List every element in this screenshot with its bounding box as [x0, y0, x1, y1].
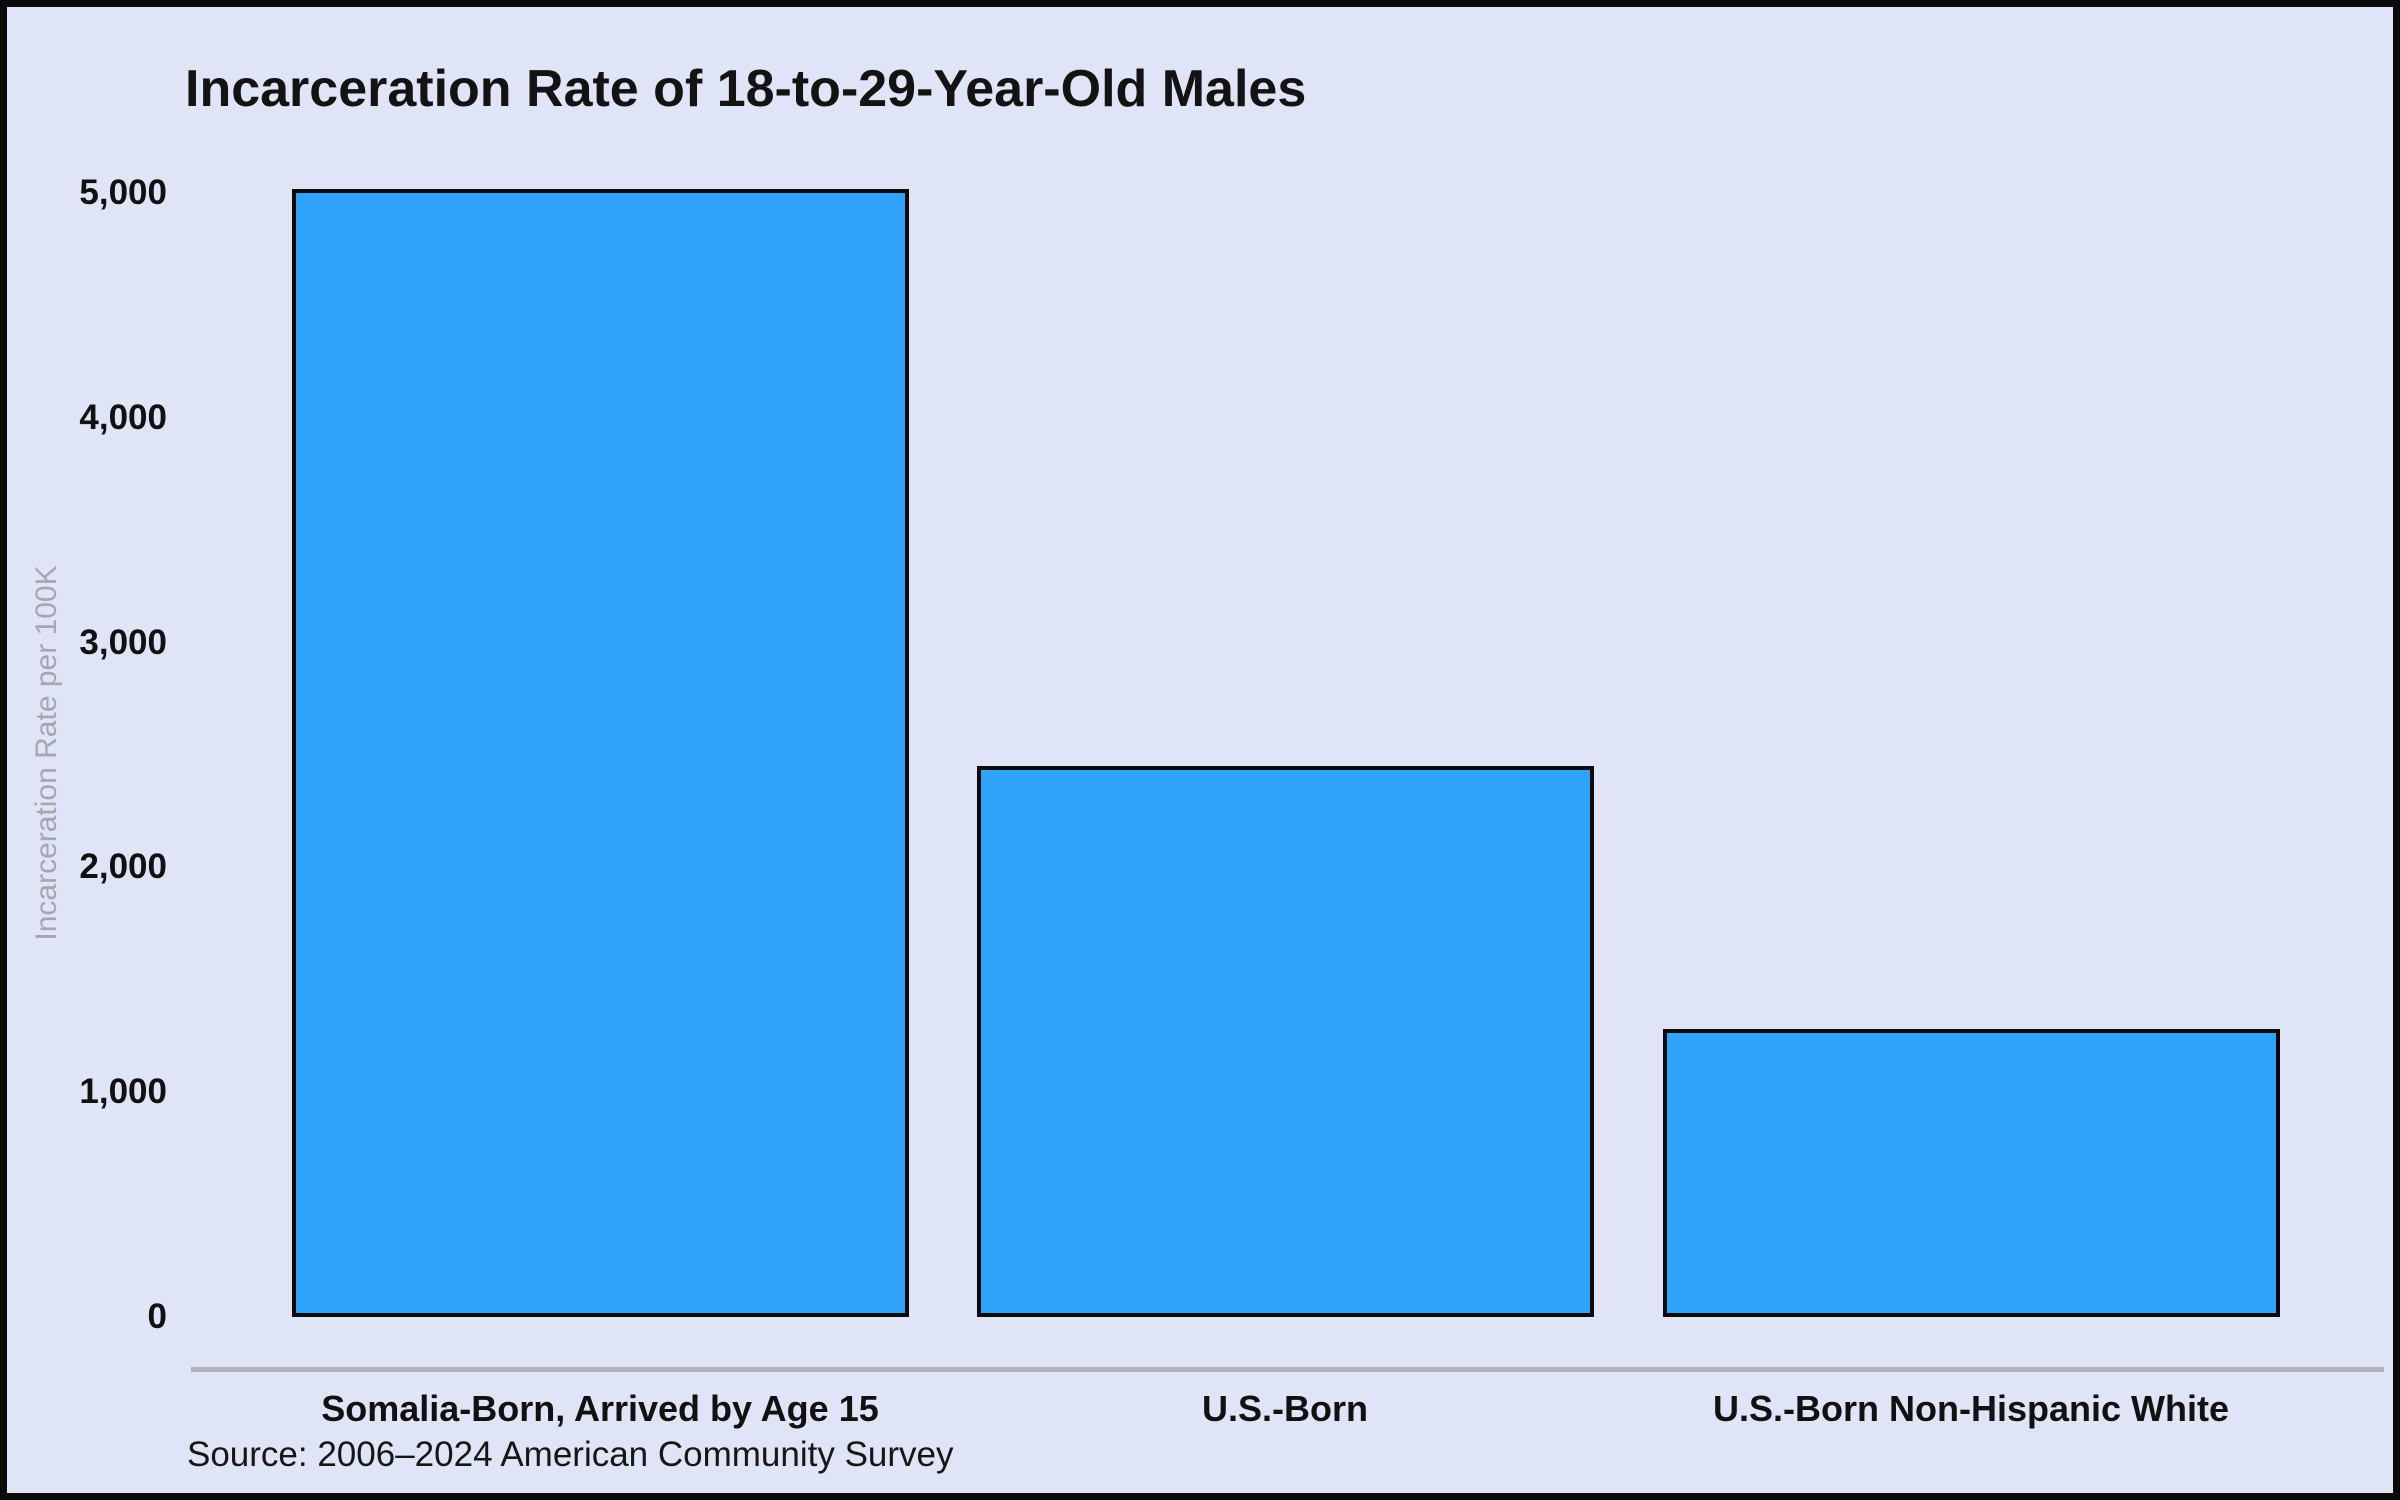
- bar-somalia-born-arrived-by-age-15: [292, 189, 909, 1317]
- x-axis-label-us-born: U.S.-Born: [1202, 1388, 1368, 1429]
- y-axis-title: Incarceration Rate per 100K: [30, 565, 63, 941]
- y-tick-2000: 2,000: [79, 847, 167, 886]
- y-tick-1000: 1,000: [79, 1072, 167, 1111]
- source-note: Source: 2006–2024 American Community Sur…: [187, 1435, 954, 1474]
- x-axis-label-us-born-white: U.S.-Born Non-Hispanic White: [1713, 1388, 2229, 1429]
- y-tick-4000: 4,000: [79, 398, 167, 437]
- bar-us-born-non-hispanic-white: [1663, 1029, 2280, 1317]
- x-axis-line: [191, 1367, 2384, 1372]
- x-axis-label-somalia-born: Somalia-Born, Arrived by Age 15: [321, 1388, 879, 1429]
- chart-title: Incarceration Rate of 18-to-29-Year-Old …: [185, 60, 1307, 118]
- y-tick-0: 0: [147, 1297, 167, 1336]
- bar-us-born: [977, 766, 1594, 1317]
- y-tick-3000: 3,000: [79, 623, 167, 662]
- y-tick-5000: 5,000: [79, 173, 167, 212]
